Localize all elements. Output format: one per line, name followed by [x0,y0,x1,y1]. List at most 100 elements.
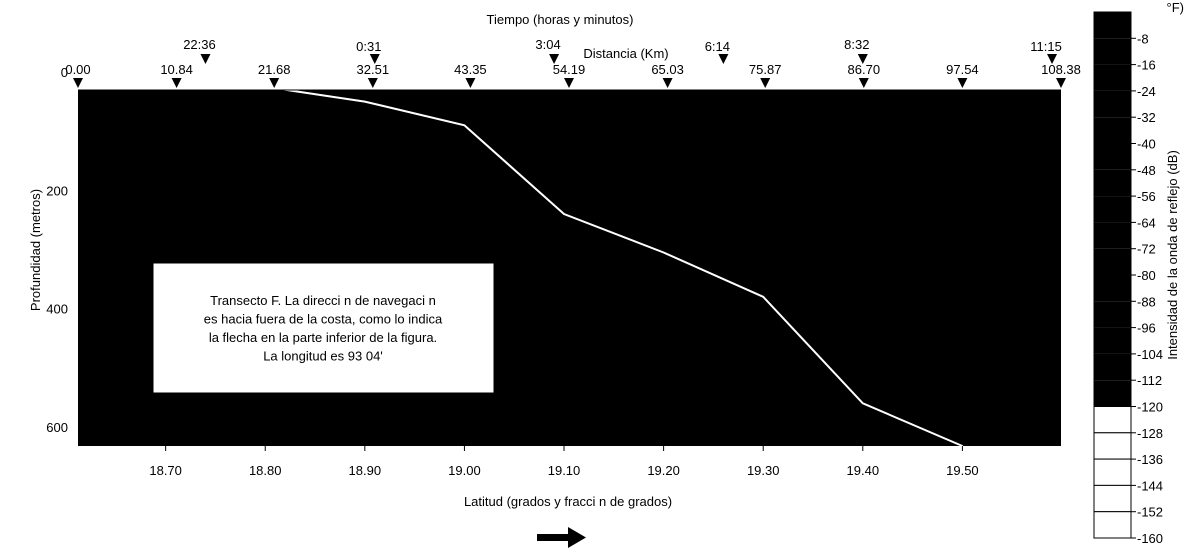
distance-tick-label: 108.38 [1041,62,1081,77]
colorbar-tick-label: -144 [1137,478,1163,493]
annotation-text-line: Transecto F. La direcci n de navegaci n [210,293,436,308]
profile-point [463,124,466,127]
colorbar-segment [1094,90,1131,118]
profile-point [77,74,79,76]
colorbar-label: Intensidad de la onda de reflejo (dB) [1165,150,1180,360]
distance-tick-label: 65.03 [651,62,684,77]
colorbar-segment [1093,432,1132,460]
colorbar-segment [1094,222,1131,249]
y-axis-title: Profundidad (metros) [28,189,43,311]
profile-point [264,86,267,88]
colorbar-tick-label: -40 [1137,137,1156,152]
colorbar-segment [1093,511,1132,539]
distance-tick-label: 86.70 [848,62,881,77]
profile-point [862,402,864,405]
colorbar-segment [1094,301,1131,328]
arrow-head [568,527,586,548]
time-tick-marker [1047,54,1058,64]
x-tick-label: 19.50 [946,463,979,478]
x-tick-label: 18.80 [249,463,282,478]
time-tick-label: 8:32 [844,37,869,52]
profile-line [77,74,963,447]
colorbar-segment [1094,12,1131,39]
depth-profile [77,74,964,447]
colorbar-tick-label: -128 [1137,426,1163,441]
colorbar-segment [1094,275,1131,302]
y-tick-label: 200 [46,183,68,198]
x-axis-ticks: 18.70 18.80 18.90 19.00 19.10 19.20 19.30 19.40… [149,446,979,478]
distance-tick-label: 97.54 [946,62,979,77]
colorbar-tick-label: -64 [1137,215,1156,230]
distance-tick-marker [1056,78,1066,88]
colorbar-tick-label: -88 [1137,294,1156,309]
colorbar-tick-label: -56 [1137,189,1156,204]
time-tick-marker [200,54,211,64]
x-tick-label: 18.70 [149,463,182,478]
colorbar-segment [1094,248,1131,275]
time-tick-label: 22:36 [183,37,216,52]
time-tick-label: 11:15 [1030,39,1062,54]
colorbar-tick-label: -8 [1137,31,1149,46]
colorbar-tick-label: -72 [1137,242,1156,257]
distance-tick-marker [269,78,280,88]
top-axis-title: Tiempo (horas y minutos) [487,12,634,27]
distance-tick-marker [662,78,673,88]
distance-tick-label: 54.19 [553,62,586,77]
colorbar-tick-label: -152 [1137,505,1163,520]
colorbar-segment [1094,327,1131,354]
colorbar-tick-label: -80 [1137,268,1156,283]
distance-tick-label: 0.00 [65,62,90,77]
x-tick-label: 19.10 [548,463,581,478]
x-tick-label: 18.90 [349,463,382,478]
distance-tick-marker [858,78,869,88]
y-tick-label: 400 [46,302,68,317]
profile-point [762,296,764,298]
distance-tick-label: 10.84 [160,62,193,77]
x-tick-label: 19.40 [847,463,880,478]
colorbar-tick-label: -24 [1137,84,1156,99]
distance-tick-label: 75.87 [749,62,782,77]
distance-tick-marker [73,78,83,88]
distance-tick-marker [171,78,182,88]
distance-tick-marker [367,78,378,88]
profile-point [364,100,366,103]
colorbar-segment [1093,484,1132,513]
arrow-shaft [537,534,571,541]
colorbar-segment [1094,38,1131,65]
x-tick-label: 19.00 [448,463,481,478]
time-tick-marker [718,54,729,64]
y-tick-label: 600 [46,420,68,435]
time-tick-marker [369,54,380,64]
colorbar-segment [1093,406,1132,434]
colorbar-tick-label: -96 [1137,321,1156,336]
time-axis-ticks: 22:36 0:31 3:04 6:14 8:32 11:15 [183,37,1062,64]
corner-label: °F) [1167,0,1184,15]
annotation-text-line: es hacia fuera de la costa, como lo indi… [204,312,443,327]
distance-tick-marker [465,78,476,88]
distance-tick-marker [760,78,771,88]
x-tick-label: 19.30 [747,463,780,478]
annotation-text-line: La longitud es 93 04' [263,349,383,364]
time-tick-label: 3:04 [535,37,560,52]
colorbar-segment [1094,196,1131,223]
colorbar-tick-label: -48 [1137,163,1156,178]
distance-tick-marker [957,78,968,88]
time-tick-label: 0:31 [356,39,381,54]
y-axis-ticks: 0 200 400 600 [46,65,68,435]
colorbar-tick-label: -112 [1137,373,1162,388]
colorbar-tick-label: -160 [1137,531,1163,546]
colorbar-tick-label: -120 [1137,400,1163,415]
colorbar-segment [1094,353,1131,381]
colorbar-segment [1094,380,1131,407]
distance-tick-label: 21.68 [258,62,291,77]
colorbar-tick-label: -136 [1137,452,1163,467]
profile-point [662,251,665,254]
colorbar-tick-label: -32 [1137,110,1156,125]
colorbar-segment [1094,143,1131,170]
distance-tick-label: 32.51 [357,62,390,77]
profile-point [164,77,167,79]
colorbar-tick-label: -16 [1137,58,1156,73]
time-tick-label: 6:14 [705,39,730,54]
